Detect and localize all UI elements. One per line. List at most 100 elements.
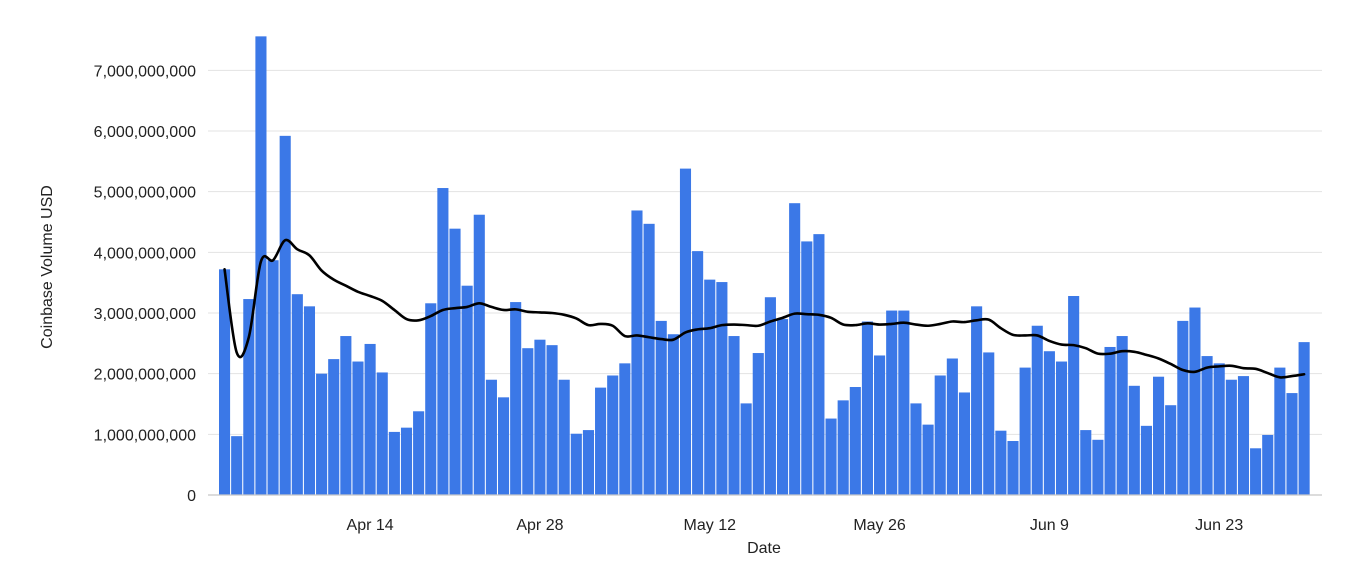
bar <box>1019 367 1031 495</box>
bar <box>655 320 667 495</box>
bar <box>570 433 582 495</box>
y-tick-label: 4,000,000,000 <box>94 245 196 262</box>
bar <box>1153 376 1165 495</box>
moving-average-series <box>223 238 1306 379</box>
bar <box>874 355 886 495</box>
bar <box>1043 351 1055 495</box>
bar <box>316 373 328 495</box>
bar <box>813 234 825 495</box>
bar <box>692 251 704 495</box>
bar <box>789 203 801 495</box>
bar <box>1080 430 1092 495</box>
bar <box>595 387 607 495</box>
bar <box>364 343 376 495</box>
bar <box>1165 405 1177 495</box>
bar <box>558 379 570 495</box>
y-tick-label: 6,000,000,000 <box>94 124 196 141</box>
moving-average-line <box>223 238 1306 379</box>
bar-series <box>219 36 1310 496</box>
bar <box>267 260 279 495</box>
bar <box>1116 336 1128 495</box>
bar <box>910 403 922 495</box>
bar <box>631 210 643 495</box>
bar <box>400 427 413 495</box>
y-axis-title: Coinbase Volume USD <box>39 185 56 349</box>
bar <box>934 375 946 495</box>
y-tick-label: 5,000,000,000 <box>94 185 196 202</box>
bar <box>1225 379 1237 495</box>
x-tick-label: Apr 14 <box>347 517 394 534</box>
bar <box>582 430 594 495</box>
bar <box>522 348 534 495</box>
bar <box>983 352 995 495</box>
bar <box>922 424 934 495</box>
x-tick-label: Apr 28 <box>516 517 563 534</box>
bar <box>352 361 364 495</box>
bar <box>1189 307 1201 495</box>
bar <box>607 375 619 495</box>
y-axis-tick-labels: 0 1,000,000,000 2,000,000,000 3,000,000,000… <box>94 63 196 505</box>
x-tick-label: May 12 <box>684 517 737 534</box>
bar <box>340 336 352 495</box>
y-tick-label: 3,000,000,000 <box>94 306 196 323</box>
bar <box>1177 320 1189 495</box>
bar <box>376 372 388 495</box>
bar <box>279 135 291 495</box>
bar <box>425 303 437 495</box>
y-tick-label: 1,000,000,000 <box>94 427 196 444</box>
bar <box>510 302 522 495</box>
bar <box>764 297 776 495</box>
bar <box>958 392 971 495</box>
bar <box>1201 356 1213 495</box>
bar <box>1104 346 1116 495</box>
bar <box>231 436 243 495</box>
bar <box>546 345 558 495</box>
bar <box>219 269 231 495</box>
bar <box>946 358 958 495</box>
bar <box>886 310 898 495</box>
bar <box>667 334 679 495</box>
bar <box>1068 296 1080 495</box>
bar <box>776 319 789 495</box>
y-tick-label: 2,000,000,000 <box>94 367 196 384</box>
bar <box>716 282 728 495</box>
bar <box>437 188 449 495</box>
bar <box>473 214 485 495</box>
bar <box>643 223 655 495</box>
bar <box>752 353 764 495</box>
bar <box>619 363 631 495</box>
bar <box>243 299 255 495</box>
bar <box>1274 367 1286 495</box>
bar <box>497 397 510 495</box>
bar <box>1007 441 1019 495</box>
bar <box>485 379 497 495</box>
bar <box>303 306 316 495</box>
bar <box>849 387 861 495</box>
bar <box>861 321 873 495</box>
bar <box>801 241 813 495</box>
bar <box>461 285 473 495</box>
bar <box>328 359 340 495</box>
x-axis-tick-labels: Apr 14 Apr 28 May 12 May 26 Jun 9 Jun 23 <box>347 517 1244 534</box>
bar <box>1286 393 1298 495</box>
bar <box>1092 439 1104 495</box>
y-tick-label: 0 <box>187 488 196 505</box>
bar <box>971 306 983 495</box>
x-tick-label: Jun 23 <box>1195 517 1243 534</box>
bar <box>1250 448 1262 495</box>
y-tick-label: 7,000,000,000 <box>94 63 196 80</box>
bar <box>1237 376 1250 495</box>
bar <box>728 336 740 495</box>
bar <box>534 339 546 495</box>
bar <box>291 294 303 495</box>
bar <box>704 279 716 495</box>
bar <box>837 400 849 495</box>
bar <box>388 431 400 495</box>
bar <box>1298 342 1310 495</box>
bar <box>740 403 752 495</box>
x-axis-title: Date <box>747 540 781 557</box>
bar <box>825 418 837 495</box>
bar <box>898 310 910 495</box>
bar <box>413 411 425 495</box>
